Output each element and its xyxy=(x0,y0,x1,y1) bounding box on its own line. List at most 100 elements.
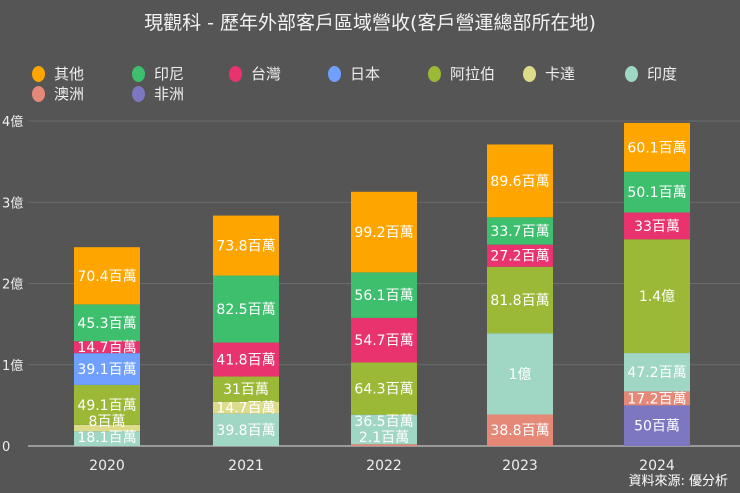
bar-segment xyxy=(213,413,279,446)
chart-title: 現觀科 - 歷年外部客戶區域營收(客戶營運總部所在地) xyxy=(144,12,596,34)
data-label: 49.1百萬 xyxy=(77,398,136,414)
bar-segment xyxy=(624,212,690,240)
data-label: 1.4億 xyxy=(639,289,675,305)
y-tick-label: 3億 xyxy=(2,195,23,211)
data-label: 18.1百萬 xyxy=(77,430,136,446)
bar-segment xyxy=(213,275,279,343)
data-label: 2.1百萬 xyxy=(359,430,409,446)
data-label: 50.1百萬 xyxy=(627,185,686,201)
data-label: 99.2百萬 xyxy=(354,225,413,241)
legend-item[interactable]: 印度 xyxy=(625,63,677,84)
bar-segment xyxy=(624,391,690,406)
data-label: 47.2百萬 xyxy=(627,365,686,381)
bar-segment xyxy=(74,431,140,446)
bar-segment xyxy=(351,362,417,415)
legend-item[interactable]: 非洲 xyxy=(132,83,184,104)
bar-segment xyxy=(213,401,279,414)
bar-segment xyxy=(624,405,690,446)
bar-segment xyxy=(351,444,417,446)
legend-label: 澳洲 xyxy=(54,85,85,103)
data-label: 27.2百萬 xyxy=(490,249,549,265)
legend-label: 阿拉伯 xyxy=(450,65,496,83)
legend-label: 非洲 xyxy=(154,85,185,103)
legend-item[interactable]: 阿拉伯 xyxy=(428,63,495,84)
legend-label: 印尼 xyxy=(154,65,185,83)
x-tick-label: 2021 xyxy=(228,458,264,474)
legend-marker-icon xyxy=(132,65,145,82)
bar-segment xyxy=(624,122,690,172)
data-label: 39.8百萬 xyxy=(216,423,275,439)
data-label: 39.1百萬 xyxy=(77,362,136,378)
data-label: 36.5百萬 xyxy=(354,414,413,430)
bar-segment xyxy=(487,333,553,415)
y-tick-label: 2億 xyxy=(2,277,23,293)
legend-marker-icon xyxy=(32,65,45,82)
data-label: 41.8百萬 xyxy=(216,353,275,369)
bar-segment xyxy=(213,376,279,402)
legend-item[interactable]: 澳洲 xyxy=(32,83,84,104)
data-label: 14.7百萬 xyxy=(216,401,275,417)
bar-segment xyxy=(487,414,553,446)
legend-label: 日本 xyxy=(350,65,381,83)
bar-segment xyxy=(624,239,690,354)
data-label: 56.1百萬 xyxy=(354,288,413,304)
bar-segment xyxy=(74,353,140,385)
bar-segment xyxy=(351,191,417,273)
legend-marker-icon xyxy=(625,65,638,82)
data-label: 38.8百萬 xyxy=(490,423,549,439)
data-label: 82.5百萬 xyxy=(216,302,275,318)
data-label: 33.7百萬 xyxy=(490,224,549,240)
legend-label: 其他 xyxy=(54,65,85,83)
bar-segment xyxy=(351,414,417,445)
legend-item[interactable]: 其他 xyxy=(32,63,84,84)
bar-segment xyxy=(74,247,140,305)
legend-marker-icon xyxy=(523,65,536,82)
bar-segment xyxy=(74,304,140,342)
y-tick-label: 1億 xyxy=(2,358,23,374)
legend-marker-icon xyxy=(32,85,45,102)
legend-marker-icon xyxy=(328,65,341,82)
bar-segment xyxy=(351,317,417,363)
bar-segment xyxy=(487,144,553,218)
x-tick-label: 2022 xyxy=(366,458,402,474)
data-label: 89.6百萬 xyxy=(490,174,549,190)
data-label: 64.3百萬 xyxy=(354,382,413,398)
bar-2023: 38.8百萬 1億 81.8百萬 27.2百萬 33.7百萬 89.6百萬 xyxy=(487,144,553,446)
bar-segment xyxy=(74,384,140,425)
data-label: 33百萬 xyxy=(634,219,680,235)
legend-label: 台灣 xyxy=(251,65,282,83)
data-label: 8百萬 xyxy=(89,414,126,430)
data-label: 54.7百萬 xyxy=(354,333,413,349)
data-label: 1億 xyxy=(509,367,532,383)
bar-segment xyxy=(213,215,279,276)
data-label: 31百萬 xyxy=(223,382,269,398)
source-note: 資料來源: 優分析 xyxy=(628,474,728,489)
legend-item[interactable]: 印尼 xyxy=(132,63,184,84)
legend-item[interactable]: 日本 xyxy=(328,63,380,84)
x-tick-label: 2020 xyxy=(89,458,125,474)
y-tick-label: 4億 xyxy=(2,114,23,130)
legend-item[interactable]: 台灣 xyxy=(229,63,281,84)
legend-marker-icon xyxy=(132,85,145,102)
x-tick-label: 2024 xyxy=(639,458,675,474)
legend-item[interactable]: 卡達 xyxy=(523,63,575,84)
data-label: 50百萬 xyxy=(634,419,680,435)
data-label: 73.8百萬 xyxy=(216,239,275,255)
legend-marker-icon xyxy=(428,65,441,82)
y-tick-label: 0 xyxy=(2,440,10,455)
bar-segment xyxy=(487,217,553,245)
bar-segment xyxy=(487,266,553,334)
bar-segment xyxy=(213,342,279,377)
bar-segment xyxy=(74,424,140,432)
x-tick-label: 2023 xyxy=(502,458,538,474)
bar-2021: 39.8百萬 14.7百萬 31百萬 41.8百萬 82.5百萬 73.8百萬 xyxy=(213,215,279,446)
bar-2024: 50百萬 17.2百萬 47.2百萬 1.4億 33百萬 50.1百萬 60.1百萬 xyxy=(624,122,690,446)
data-label: 81.8百萬 xyxy=(490,293,549,309)
legend-marker-icon xyxy=(229,65,242,82)
data-label: 45.3百萬 xyxy=(77,316,136,332)
data-label: 17.2百萬 xyxy=(627,391,686,407)
bar-segment xyxy=(624,353,690,392)
